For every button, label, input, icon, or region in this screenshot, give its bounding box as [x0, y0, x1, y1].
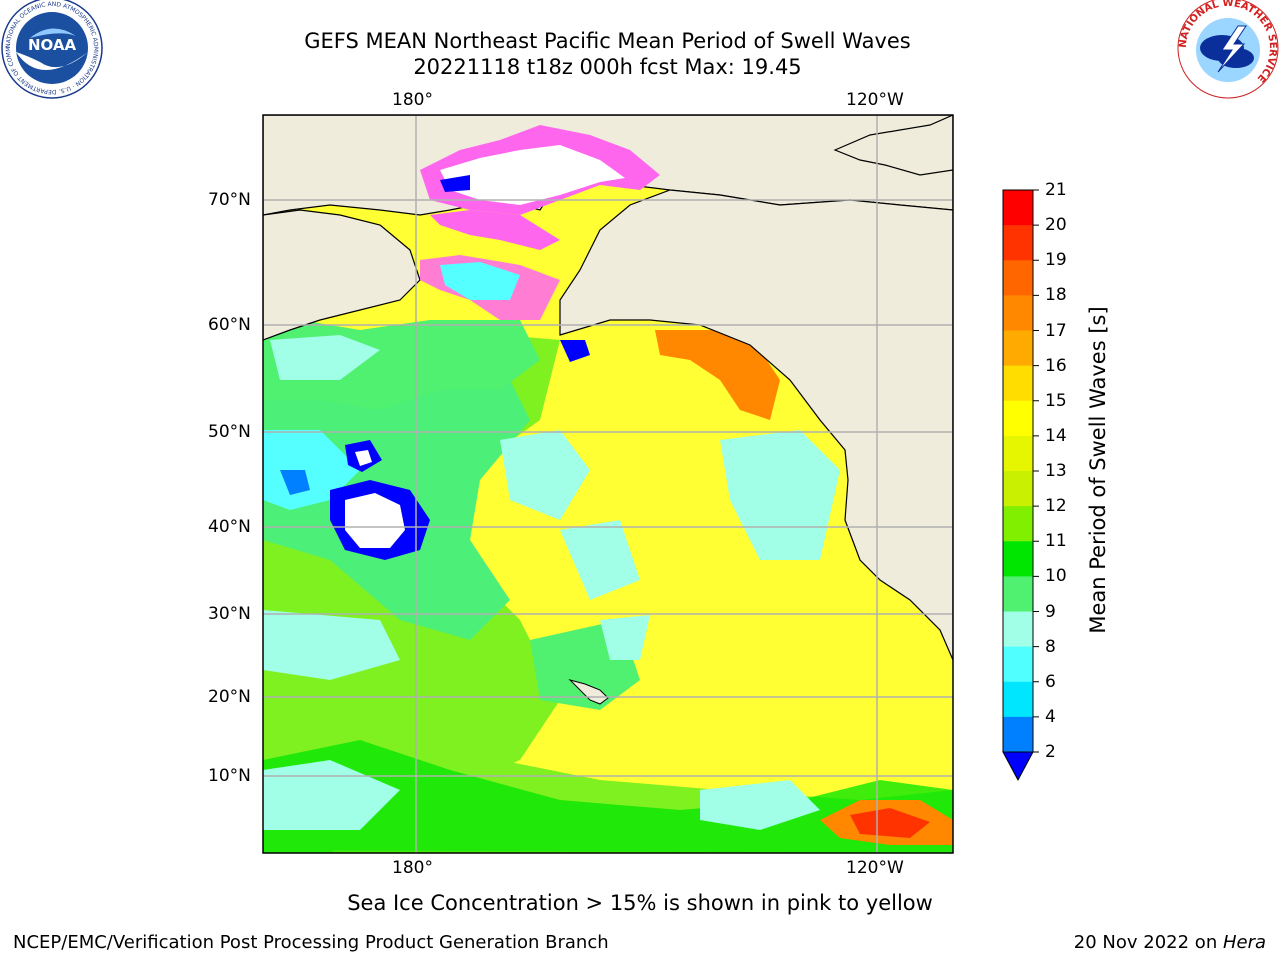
colorbar-tick-label: 19: [1045, 250, 1067, 271]
lon-label-bottom-180: 180°: [392, 858, 433, 878]
colorbar: [1002, 189, 1039, 782]
colorbar-segment: [1003, 330, 1033, 367]
colorbar-segment: [1003, 646, 1033, 683]
colorbar-tick-label: 12: [1045, 496, 1067, 517]
colorbar-segment: [1003, 295, 1033, 331]
colorbar-segment: [1003, 400, 1033, 437]
map-frame: [262, 114, 954, 854]
colorbar-tick-label: 10: [1045, 566, 1067, 587]
colorbar-tick-label: 21: [1045, 180, 1067, 200]
colorbar-segment: [1003, 716, 1033, 753]
colorbar-tick-label: 6: [1045, 671, 1056, 692]
colorbar-tick-label: 4: [1045, 706, 1056, 727]
lat-label-60n: 60°N: [208, 315, 251, 335]
colorbar-segment: [1003, 225, 1033, 261]
colorbar-tick-label: 2: [1045, 742, 1056, 762]
map-subtitle: 20221118 t18z 000h fcst Max: 19.45: [413, 55, 802, 79]
colorbar-tick-label: 18: [1045, 285, 1067, 306]
map-title: GEFS MEAN Northeast Pacific Mean Period …: [304, 29, 911, 53]
colorbar-segment: [1003, 471, 1033, 507]
lat-label-10n: 10°N: [208, 766, 251, 786]
footer-left: NCEP/EMC/Verification Post Processing Pr…: [13, 932, 609, 953]
colorbar-segment: [1003, 365, 1033, 402]
colorbar-segment: [1003, 681, 1033, 718]
colorbar-tick-label: 11: [1045, 531, 1067, 552]
colorbar-extend-arrow: [1002, 751, 1034, 782]
lat-label-20n: 20°N: [208, 687, 251, 707]
colorbar-tick-label: 8: [1045, 636, 1056, 657]
footer-host: Hera: [1222, 932, 1266, 953]
lon-label-top-120w: 120°W: [846, 90, 904, 110]
lat-label-50n: 50°N: [208, 422, 251, 442]
colorbar-tick-label: 9: [1045, 601, 1056, 622]
colorbar-tick-label: 15: [1045, 390, 1067, 411]
colorbar-tick-label: 20: [1045, 215, 1067, 236]
colorbar-tick-label: 13: [1045, 461, 1067, 481]
colorbar-segment: [1003, 576, 1033, 612]
colorbar-segment: [1003, 435, 1033, 472]
colorbar-tick-label: 16: [1045, 355, 1067, 376]
colorbar-tick-label: 14: [1045, 425, 1067, 446]
lat-label-30n: 30°N: [208, 604, 251, 624]
map-field: [263, 115, 953, 853]
colorbar-label: Mean Period of Swell Waves [s]: [1086, 306, 1110, 634]
lat-label-70n: 70°N: [208, 190, 251, 210]
colorbar-segment: [1003, 190, 1033, 226]
colorbar-frame: [1002, 189, 1034, 753]
lat-label-40n: 40°N: [208, 517, 251, 537]
sea-ice-note: Sea Ice Concentration > 15% is shown in …: [347, 891, 933, 915]
footer-right: 20 Nov 2022 on Hera: [1074, 932, 1266, 954]
colorbar-segment: [1003, 611, 1033, 648]
footer-date: 20 Nov 2022 on: [1073, 932, 1223, 953]
lon-label-bottom-120w: 120°W: [846, 858, 904, 878]
colorbar-segment: [1003, 260, 1033, 296]
colorbar-segment: [1003, 506, 1033, 542]
lon-label-top-180: 180°: [392, 90, 433, 110]
colorbar-tick-label: 17: [1045, 320, 1067, 341]
colorbar-segment: [1003, 541, 1033, 577]
